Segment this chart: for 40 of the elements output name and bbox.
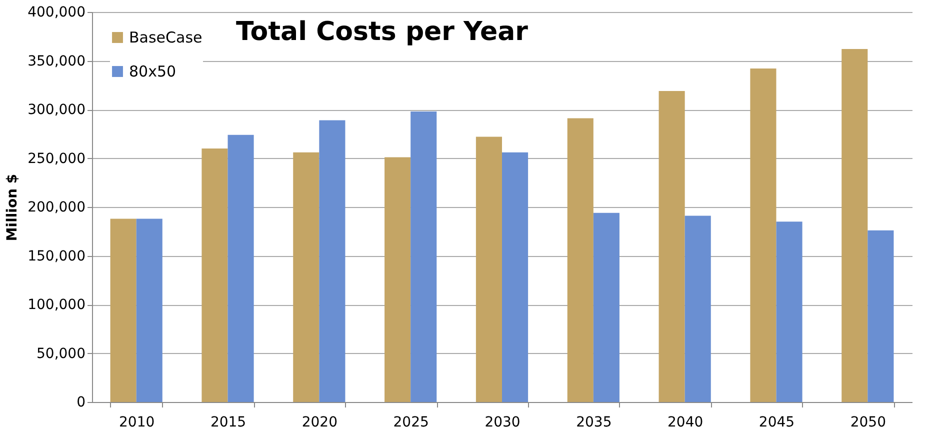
bar: [228, 134, 254, 402]
bar: [868, 230, 894, 402]
x-tick-label: 2020: [302, 414, 338, 430]
x-tick-label: 2030: [484, 414, 520, 430]
bar: [384, 157, 411, 402]
y-tick-label: 100,000: [28, 297, 86, 313]
y-axis-title: Million $: [4, 174, 21, 242]
bar: [476, 136, 502, 402]
bar: [567, 118, 594, 402]
y-tick-label: 150,000: [28, 248, 86, 264]
x-tick-label: 2035: [576, 414, 612, 430]
bar: [136, 218, 162, 402]
legend-label: 80x50: [129, 62, 176, 80]
bar: [776, 222, 802, 402]
x-tick-label: 2015: [210, 414, 246, 430]
bar: [110, 218, 136, 402]
bar: [502, 152, 528, 402]
y-tick-label: 400,000: [28, 4, 86, 20]
x-tick-label: 2050: [850, 414, 886, 430]
bar: [410, 111, 437, 402]
bar: [202, 148, 228, 402]
y-tick-label: 200,000: [28, 200, 86, 216]
y-tick-label: 0: [76, 394, 86, 410]
bar: [593, 212, 620, 402]
bar: [750, 68, 776, 402]
y-tick-label: 50,000: [36, 346, 86, 362]
y-tick-label: 250,000: [28, 150, 86, 167]
chart-title: Total Costs per Year: [236, 17, 528, 47]
bar: [319, 120, 346, 402]
x-tick-label: 2040: [668, 414, 704, 430]
bar: [293, 152, 320, 402]
bar: [658, 90, 685, 402]
y-tick-label: 300,000: [28, 102, 86, 118]
x-tick-label: 2045: [758, 414, 795, 430]
bar: [684, 216, 711, 402]
legend-label: BaseCase: [129, 28, 202, 46]
x-tick-label: 2010: [119, 414, 155, 430]
y-tick-label: 350,000: [28, 53, 86, 70]
bar: [842, 49, 868, 402]
x-tick-label: 2025: [393, 414, 429, 430]
